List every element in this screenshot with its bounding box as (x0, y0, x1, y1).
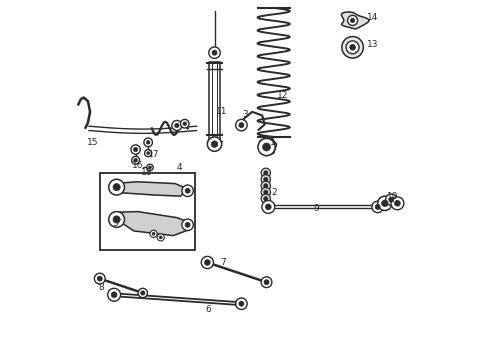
Circle shape (147, 152, 149, 154)
Circle shape (182, 185, 194, 197)
Circle shape (211, 141, 218, 147)
Text: 10: 10 (387, 192, 398, 201)
Text: 2: 2 (271, 188, 277, 197)
Circle shape (180, 120, 189, 128)
Circle shape (350, 18, 355, 23)
Text: 14: 14 (367, 13, 378, 22)
Circle shape (389, 197, 394, 202)
Text: 13: 13 (367, 40, 378, 49)
Circle shape (133, 147, 138, 152)
Circle shape (262, 201, 275, 213)
Circle shape (185, 222, 190, 227)
Circle shape (264, 177, 268, 181)
Circle shape (394, 201, 400, 206)
Bar (210, 62, 220, 144)
Circle shape (264, 171, 268, 175)
Text: 9: 9 (313, 204, 319, 213)
Circle shape (347, 15, 358, 26)
Bar (100, 173, 195, 250)
Circle shape (141, 291, 145, 295)
Circle shape (261, 188, 270, 197)
Text: 8: 8 (98, 283, 104, 292)
Circle shape (261, 194, 270, 203)
Text: 3: 3 (243, 110, 248, 119)
Text: 7: 7 (220, 258, 226, 267)
Circle shape (236, 120, 247, 131)
Circle shape (264, 184, 268, 188)
Circle shape (386, 194, 397, 206)
Text: 11: 11 (216, 107, 228, 116)
Circle shape (172, 121, 182, 131)
Circle shape (113, 216, 120, 223)
Circle shape (144, 138, 152, 147)
Circle shape (183, 122, 187, 126)
Circle shape (185, 188, 190, 193)
Circle shape (261, 181, 270, 190)
Circle shape (182, 219, 194, 230)
Circle shape (131, 145, 140, 154)
Circle shape (201, 256, 214, 269)
Circle shape (109, 212, 124, 227)
Circle shape (258, 138, 275, 156)
Circle shape (175, 123, 179, 128)
Circle shape (134, 158, 137, 162)
Circle shape (113, 184, 120, 191)
Circle shape (264, 190, 268, 194)
Circle shape (264, 280, 269, 285)
Text: 12: 12 (277, 91, 289, 100)
Circle shape (209, 47, 221, 58)
Circle shape (236, 298, 247, 310)
Text: 16: 16 (132, 161, 144, 170)
Circle shape (132, 156, 140, 164)
Circle shape (382, 200, 388, 207)
Circle shape (138, 288, 147, 298)
Circle shape (346, 41, 359, 54)
Circle shape (261, 175, 270, 184)
Circle shape (342, 37, 364, 58)
Circle shape (152, 232, 155, 235)
Circle shape (111, 292, 117, 298)
Circle shape (391, 197, 404, 210)
Circle shape (97, 276, 102, 281)
Circle shape (239, 301, 244, 306)
Circle shape (150, 230, 157, 237)
Text: 15: 15 (87, 138, 98, 147)
Circle shape (147, 164, 153, 171)
Circle shape (108, 288, 121, 301)
Text: 4: 4 (177, 163, 182, 172)
Circle shape (239, 123, 244, 128)
Circle shape (212, 50, 217, 55)
Circle shape (372, 201, 383, 213)
Circle shape (266, 204, 271, 210)
Circle shape (264, 197, 268, 201)
Text: 6: 6 (205, 305, 211, 314)
Circle shape (378, 196, 392, 211)
Text: 1: 1 (270, 138, 276, 147)
Circle shape (350, 44, 355, 50)
Polygon shape (112, 182, 188, 196)
Circle shape (157, 234, 164, 241)
Circle shape (159, 236, 162, 239)
Circle shape (145, 149, 152, 157)
Text: 17: 17 (148, 150, 160, 159)
Circle shape (261, 168, 270, 177)
Circle shape (263, 143, 270, 151)
Circle shape (95, 273, 105, 284)
Text: 5: 5 (112, 219, 118, 228)
Polygon shape (342, 12, 369, 29)
Circle shape (207, 137, 221, 151)
Circle shape (204, 260, 210, 265)
Circle shape (375, 204, 380, 210)
Polygon shape (120, 212, 191, 235)
Circle shape (109, 179, 124, 195)
Text: 18: 18 (141, 168, 152, 177)
Circle shape (148, 166, 151, 169)
Polygon shape (260, 137, 276, 156)
Circle shape (261, 277, 272, 288)
Circle shape (147, 140, 150, 144)
